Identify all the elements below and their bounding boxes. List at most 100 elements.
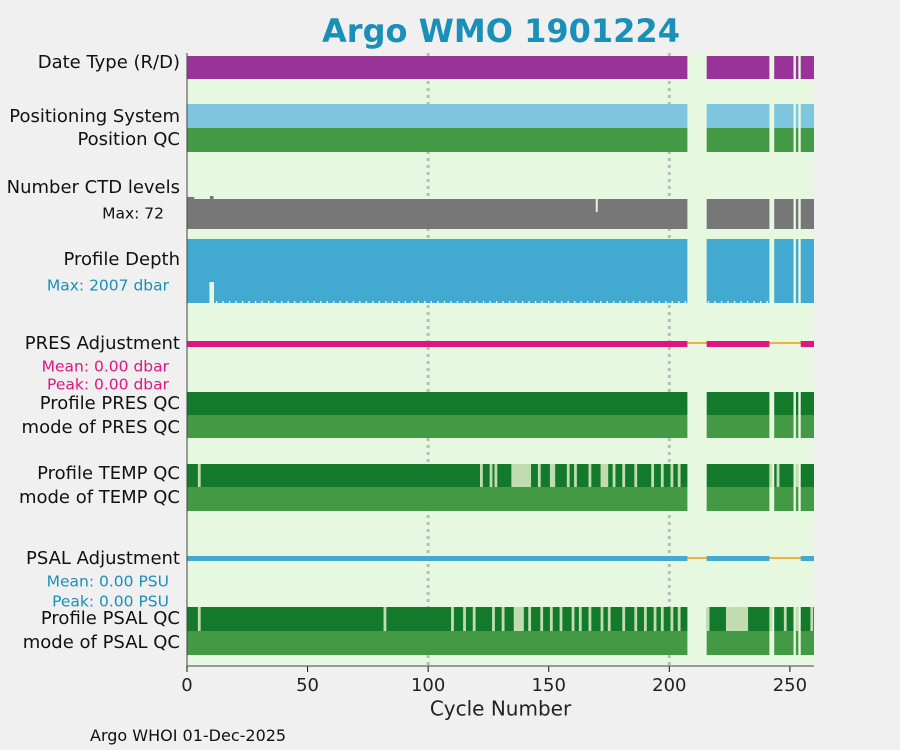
profile-pres-qc-label: Profile PRES QC: [40, 393, 180, 414]
profile-depth-speckle: [482, 301, 485, 303]
profile-depth-speckle: [476, 301, 478, 303]
profile-depth-speckle: [632, 301, 634, 303]
profile-temp-qc-bar-0: [187, 464, 688, 487]
number-ctd-levels-bar-4: [800, 199, 814, 229]
profile-depth-speckle: [372, 301, 374, 303]
profile-psal-qc-flag-6: [501, 607, 505, 631]
profile-depth-speckle: [274, 301, 276, 303]
profile-psal-qc-flag-29: [728, 607, 732, 631]
mode-temp-qc-bar-3: [795, 487, 799, 511]
number-ctd-levels-notch: [595, 199, 598, 212]
psal-adjustment-sublabel-1: Peak: 0.00 PSU: [52, 593, 169, 611]
position-qc-bar-0: [187, 128, 688, 152]
profile-depth-speckle: [411, 301, 413, 303]
profile-temp-qc-label: Profile TEMP QC: [37, 463, 180, 484]
profile-pres-qc-bar-0: [187, 392, 688, 415]
positioning-system-bar-1: [706, 104, 770, 128]
profile-temp-qc-flag-9: [523, 464, 527, 487]
mode-pres-qc-bar-2: [774, 415, 794, 438]
profile-temp-qc-flag-11: [528, 464, 532, 487]
profile-depth-speckle: [759, 301, 762, 303]
profile-depth-speckle: [268, 301, 270, 303]
profile-depth-speckle: [652, 301, 654, 303]
position-qc-bar-1: [706, 128, 770, 152]
profile-psal-qc-flag-10: [520, 607, 524, 631]
profile-depth-gap: [209, 282, 215, 303]
psal-adjustment-label: PSAL Adjustment: [26, 548, 180, 569]
profile-depth-speckle: [733, 301, 736, 303]
profile-depth-speckle: [241, 301, 244, 303]
profile-depth-speckle: [766, 301, 768, 303]
profile-psal-qc-flag-15: [571, 607, 575, 631]
profile-psal-qc-flag-22: [643, 607, 647, 631]
profile-psal-qc-flag-11: [528, 607, 532, 631]
profile-depth-label: Profile Depth: [63, 249, 180, 270]
profile-temp-qc-flag-17: [588, 464, 592, 487]
profile-depth-speckle: [671, 301, 673, 303]
profile-temp-qc-flag-20: [605, 464, 609, 487]
position-qc-bar-4: [800, 128, 814, 152]
number-ctd-levels-label: Number CTD levels: [7, 177, 180, 198]
profile-depth-speckle: [463, 301, 465, 303]
position-qc-bar-3: [795, 128, 799, 152]
profile-psal-qc-flag-37: [769, 607, 773, 631]
profile-temp-qc-flag-27: [677, 464, 681, 487]
profile-depth-speckle: [430, 301, 433, 303]
profile-depth-speckle: [385, 301, 387, 303]
mode-pres-qc-bar-0: [187, 415, 688, 438]
profile-temp-qc-flag-26: [670, 464, 674, 487]
profile-depth-speckle: [235, 301, 237, 303]
profile-depth-speckle: [320, 301, 322, 303]
psal-adjustment-bar-1: [706, 556, 770, 561]
profile-psal-qc-flag-7: [513, 607, 517, 631]
positioning-system-bar-4: [800, 104, 814, 128]
profile-depth-speckle: [665, 301, 667, 303]
profile-depth-speckle: [678, 301, 680, 303]
mode-psal-qc-bar-1: [706, 631, 770, 655]
mode-temp-qc-bar-2: [774, 487, 794, 511]
profile-temp-qc-flag-28: [769, 464, 773, 487]
date-type-bar-3: [795, 56, 799, 79]
profile-psal-qc-label: Profile PSAL QC: [41, 608, 180, 629]
profile-psal-qc-flag-24: [660, 607, 664, 631]
positioning-system-bar-2: [774, 104, 794, 128]
profile-depth-speckle: [714, 301, 716, 303]
pres-adjustment-label: PRES Adjustment: [25, 333, 180, 354]
profile-depth-speckle: [365, 301, 367, 303]
profile-depth-speckle: [548, 301, 550, 303]
profile-depth-speckle: [707, 301, 710, 303]
profile-temp-qc-flag-3: [494, 464, 498, 487]
psal-adjustment-sublabel-0: Mean: 0.00 PSU: [47, 573, 169, 591]
profile-depth-speckle: [495, 301, 498, 303]
x-tick-label-50: 50: [296, 675, 319, 696]
profile-temp-qc-flag-7: [518, 464, 522, 487]
x-tick-label-0: 0: [181, 675, 192, 696]
profile-depth-speckle: [281, 301, 283, 303]
date-type-label: Date Type (R/D): [38, 52, 180, 73]
profile-psal-qc-flag-9: [518, 607, 522, 631]
profile-depth-speckle: [684, 301, 686, 303]
profile-depth-speckle: [528, 301, 530, 303]
profile-depth-speckle: [346, 301, 348, 303]
profile-temp-qc-flag-13: [549, 464, 553, 487]
number-ctd-levels-peak-0: [187, 197, 195, 199]
profile-psal-qc-flag-2: [451, 607, 454, 631]
profile-depth-speckle: [307, 301, 309, 303]
profile-psal-qc-flag-34: [740, 607, 744, 631]
plot-area: [187, 53, 814, 666]
profile-temp-qc-flag-4: [511, 464, 515, 487]
profile-psal-qc-flag-17: [588, 607, 592, 631]
profile-depth-speckle: [339, 301, 341, 303]
profile-depth-speckle: [437, 301, 439, 303]
profile-depth-speckle: [574, 301, 576, 303]
profile-psal-qc-flag-3: [463, 607, 466, 631]
profile-temp-qc-flag-1: [480, 464, 483, 487]
profile-depth-speckle: [443, 301, 446, 303]
profile-psal-qc-bar-0: [187, 607, 688, 631]
profile-temp-qc-flag-15: [566, 464, 570, 487]
number-ctd-levels-bar-2: [774, 199, 794, 229]
profile-psal-qc-flag-30: [730, 607, 734, 631]
profile-depth-speckle: [294, 301, 296, 303]
x-axis-title: Cycle Number: [430, 697, 572, 721]
profile-depth-speckle: [534, 301, 537, 303]
